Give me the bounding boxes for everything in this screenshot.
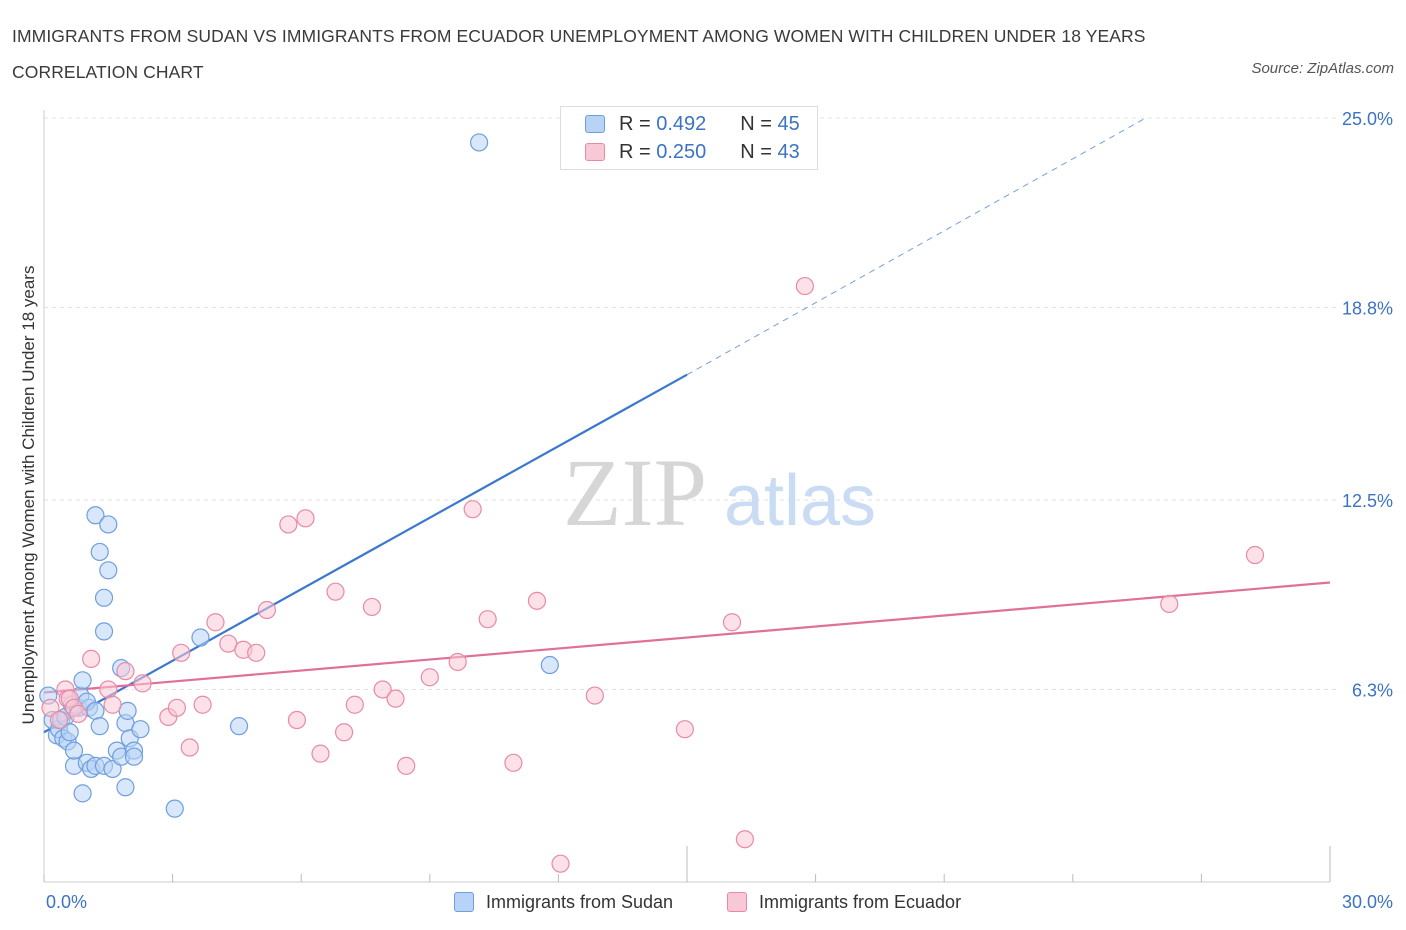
point-sudan xyxy=(124,747,144,766)
point-sudan xyxy=(469,133,489,152)
point-sudan xyxy=(64,741,84,760)
series-label-ecuador: Immigrants from Ecuador xyxy=(759,891,962,912)
legend-n-label: N = xyxy=(740,140,772,163)
y-tick-label: 18.8% xyxy=(1342,298,1393,318)
series-swatch-sudan xyxy=(454,892,474,912)
point-sudan xyxy=(99,561,118,580)
point-ecuador xyxy=(420,668,439,687)
series-legend-ecuador[interactable]: Immigrants from Ecuador xyxy=(727,888,961,916)
point-ecuador xyxy=(167,698,186,717)
point-ecuador xyxy=(206,613,225,632)
source-label: Source: ZipAtlas.com xyxy=(1251,60,1394,77)
point-ecuador xyxy=(326,582,345,601)
point-sudan xyxy=(94,622,114,641)
legend-row-ecuador: R = 0.250 N = 43 xyxy=(585,139,800,165)
legend-n-value-sudan: 45 xyxy=(777,112,800,135)
data-points xyxy=(39,133,1265,873)
point-sudan xyxy=(73,671,92,690)
point-ecuador xyxy=(311,744,330,763)
point-ecuador xyxy=(345,695,364,714)
point-ecuador xyxy=(448,652,467,672)
series-label-sudan: Immigrants from Sudan xyxy=(486,891,674,912)
point-sudan xyxy=(99,515,118,534)
x-tick-label-min: 0.0% xyxy=(46,892,87,912)
y-tick-label: 25.0% xyxy=(1342,109,1393,129)
legend-n-label: N = xyxy=(740,112,772,135)
correlation-legend: R = 0.492 N = 45 R = 0.250 N = 43 xyxy=(560,106,818,170)
x-tick-label-max: 30.0% xyxy=(1342,892,1393,912)
point-ecuador xyxy=(735,830,754,849)
legend-swatch-ecuador xyxy=(585,143,605,161)
point-ecuador xyxy=(279,515,298,534)
trend-lines xyxy=(43,117,1331,734)
point-ecuador xyxy=(103,695,122,714)
legend-r-label: R = xyxy=(619,112,651,135)
legend-n-value-ecuador: 43 xyxy=(777,140,800,163)
watermark: ZIP atlas xyxy=(563,439,876,546)
point-sudan xyxy=(90,542,109,562)
point-ecuador xyxy=(362,597,382,617)
point-sudan xyxy=(165,799,184,818)
y-tick-label: 6.3% xyxy=(1352,680,1393,700)
point-ecuador xyxy=(504,753,523,772)
point-ecuador xyxy=(180,738,199,757)
legend-r-value-sudan: 0.492 xyxy=(656,112,707,135)
point-sudan xyxy=(116,778,135,797)
point-ecuador xyxy=(133,674,152,693)
chart-title: IMMIGRANTS FROM SUDAN VS IMMIGRANTS FROM… xyxy=(12,26,1146,82)
trend-line-sudan xyxy=(43,373,688,734)
point-ecuador xyxy=(675,720,694,739)
point-sudan xyxy=(94,588,114,607)
point-ecuador xyxy=(82,649,101,669)
point-ecuador xyxy=(795,276,814,296)
point-sudan xyxy=(60,723,79,742)
point-ecuador xyxy=(397,756,416,775)
point-ecuador xyxy=(193,695,212,714)
point-ecuador xyxy=(585,686,604,705)
legend-r-value-ecuador: 0.250 xyxy=(656,140,707,163)
point-ecuador xyxy=(49,710,69,730)
point-sudan xyxy=(86,506,105,525)
point-ecuador xyxy=(463,500,482,519)
point-ecuador xyxy=(116,662,135,681)
point-ecuador xyxy=(386,689,405,708)
point-ecuador xyxy=(1245,545,1265,565)
point-ecuador xyxy=(257,600,277,620)
point-sudan xyxy=(131,720,150,739)
trend-line-ecuador xyxy=(43,581,1331,694)
point-sudan xyxy=(73,784,92,803)
point-sudan xyxy=(191,628,210,647)
point-ecuador xyxy=(722,613,742,632)
y-tick-label: 12.5% xyxy=(1342,491,1393,511)
y-axis-label: Unemployment Among Women with Children U… xyxy=(19,266,38,725)
point-sudan xyxy=(90,717,109,736)
point-sudan xyxy=(229,717,249,736)
series-legend-sudan[interactable]: Immigrants from Sudan xyxy=(454,888,673,916)
watermark-zip: ZIP xyxy=(563,439,707,546)
point-ecuador xyxy=(334,723,354,742)
axes xyxy=(43,110,1331,883)
point-ecuador xyxy=(99,680,118,699)
point-sudan xyxy=(86,701,105,720)
watermark-atlas: atlas xyxy=(724,461,876,541)
point-ecuador xyxy=(247,643,266,662)
point-ecuador xyxy=(478,610,497,629)
point-ecuador xyxy=(1160,594,1179,614)
point-sudan xyxy=(540,655,559,675)
series-swatch-ecuador xyxy=(727,892,747,912)
point-ecuador xyxy=(296,509,315,528)
point-ecuador xyxy=(373,680,392,699)
point-ecuador xyxy=(527,591,547,610)
point-ecuador xyxy=(172,643,191,662)
point-ecuador xyxy=(69,704,88,724)
tick-labels: 6.3% 12.5% 18.8% 25.0% 0.0% 30.0% xyxy=(46,109,1393,912)
gridlines xyxy=(44,117,1340,690)
legend-row-sudan: R = 0.492 N = 45 xyxy=(585,111,800,137)
legend-swatch-sudan xyxy=(585,115,605,133)
legend-r-label: R = xyxy=(619,140,651,163)
point-ecuador xyxy=(287,710,307,730)
point-ecuador xyxy=(551,854,570,873)
